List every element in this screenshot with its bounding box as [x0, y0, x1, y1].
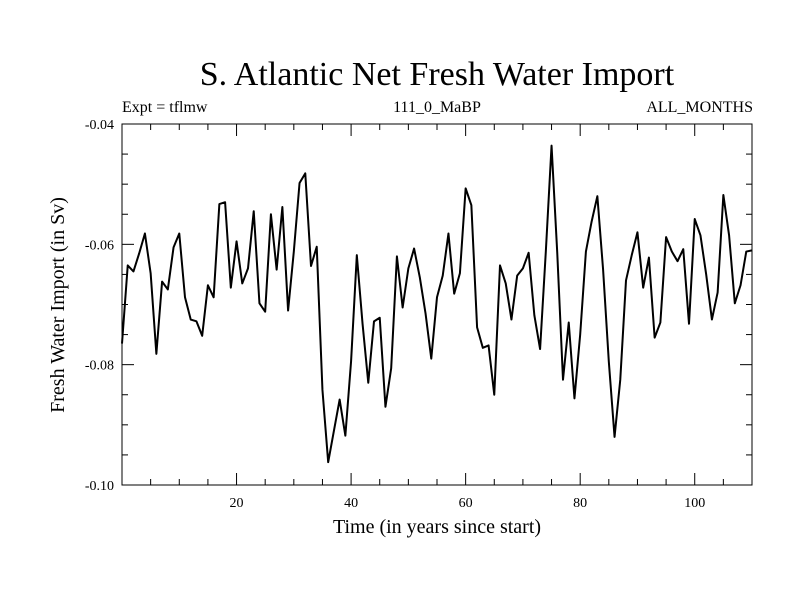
x-tick-label: 100 — [684, 496, 705, 511]
y-tick-label: -0.08 — [85, 359, 114, 374]
y-tick-label: -0.04 — [85, 118, 114, 133]
experiment-label: Expt = tflmw — [122, 99, 208, 116]
x-axis-tick-labels: 20 40 60 80 100 — [230, 496, 706, 511]
x-axis-ticks — [150, 124, 724, 485]
x-axis-label: Time (in years since start) — [333, 516, 541, 538]
y-axis-label: Fresh Water Import (in Sv) — [47, 197, 69, 413]
y-tick-label: -0.10 — [85, 479, 114, 494]
y-axis-tick-labels: -0.10 -0.08 -0.06 -0.04 — [85, 118, 114, 494]
case-label: 111_0_MaBP — [393, 99, 481, 116]
x-tick-label: 20 — [230, 496, 244, 511]
x-tick-label: 80 — [573, 496, 587, 511]
months-label: ALL_MONTHS — [646, 99, 753, 116]
x-tick-label: 40 — [344, 496, 358, 511]
chart-title: S. Atlantic Net Fresh Water Import — [200, 56, 675, 93]
fresh-water-import-line — [121, 144, 753, 464]
y-tick-label: -0.06 — [85, 238, 114, 253]
x-tick-label: 60 — [459, 496, 473, 511]
